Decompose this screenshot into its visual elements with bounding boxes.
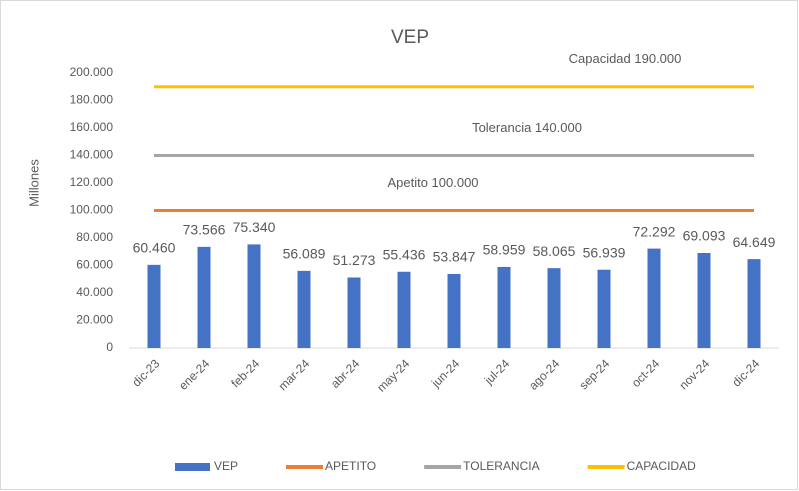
data-label: 60.460 [133, 240, 176, 256]
data-label: 58.959 [483, 242, 526, 258]
bar [397, 271, 411, 348]
bar [247, 244, 261, 348]
y-tick-label: 80.000 [76, 230, 113, 244]
data-label: 56.939 [583, 244, 626, 260]
legend-swatch [175, 463, 210, 471]
y-axis-title: Millones [26, 159, 41, 207]
bar [497, 266, 511, 348]
bar [697, 252, 711, 348]
y-tick-label: 0 [106, 340, 113, 354]
y-tick-label: 200.000 [70, 65, 114, 79]
legend-label: APETITO [325, 459, 376, 473]
y-tick-label: 60.000 [76, 258, 113, 272]
data-label: 53.847 [433, 249, 476, 265]
chart-title: VEP [391, 27, 429, 48]
legend-label: VEP [214, 459, 238, 473]
legend-label: TOLERANCIA [463, 459, 539, 473]
data-label: 55.436 [383, 246, 426, 262]
bar [147, 264, 161, 348]
y-tick-label: 40.000 [76, 285, 113, 299]
line-annotation: Tolerancia 140.000 [472, 120, 582, 135]
bar [597, 269, 611, 348]
y-tick-label: 120.000 [70, 175, 114, 189]
data-label: 64.649 [733, 234, 776, 250]
data-label: 69.093 [683, 228, 726, 244]
data-label: 75.340 [233, 219, 276, 235]
y-tick-label: 160.000 [70, 120, 114, 134]
bar [447, 273, 461, 348]
y-tick-label: 180.000 [70, 93, 114, 107]
data-label: 51.273 [333, 252, 376, 268]
bar [647, 248, 661, 348]
legend-label: CAPACIDAD [627, 459, 696, 473]
bar [347, 277, 361, 348]
data-label: 58.065 [533, 243, 576, 259]
y-tick-label: 100.000 [70, 203, 114, 217]
data-label: 73.566 [183, 222, 226, 238]
line-annotation: Apetito 100.000 [387, 175, 478, 190]
data-label: 72.292 [633, 223, 676, 239]
bar [297, 270, 311, 348]
y-tick-label: 20.000 [76, 313, 113, 327]
bar [547, 268, 561, 348]
line-annotation: Capacidad 190.000 [569, 51, 682, 66]
bar [197, 246, 211, 348]
data-label: 56.089 [283, 246, 326, 262]
bar [747, 259, 761, 348]
y-tick-label: 140.000 [70, 148, 114, 162]
